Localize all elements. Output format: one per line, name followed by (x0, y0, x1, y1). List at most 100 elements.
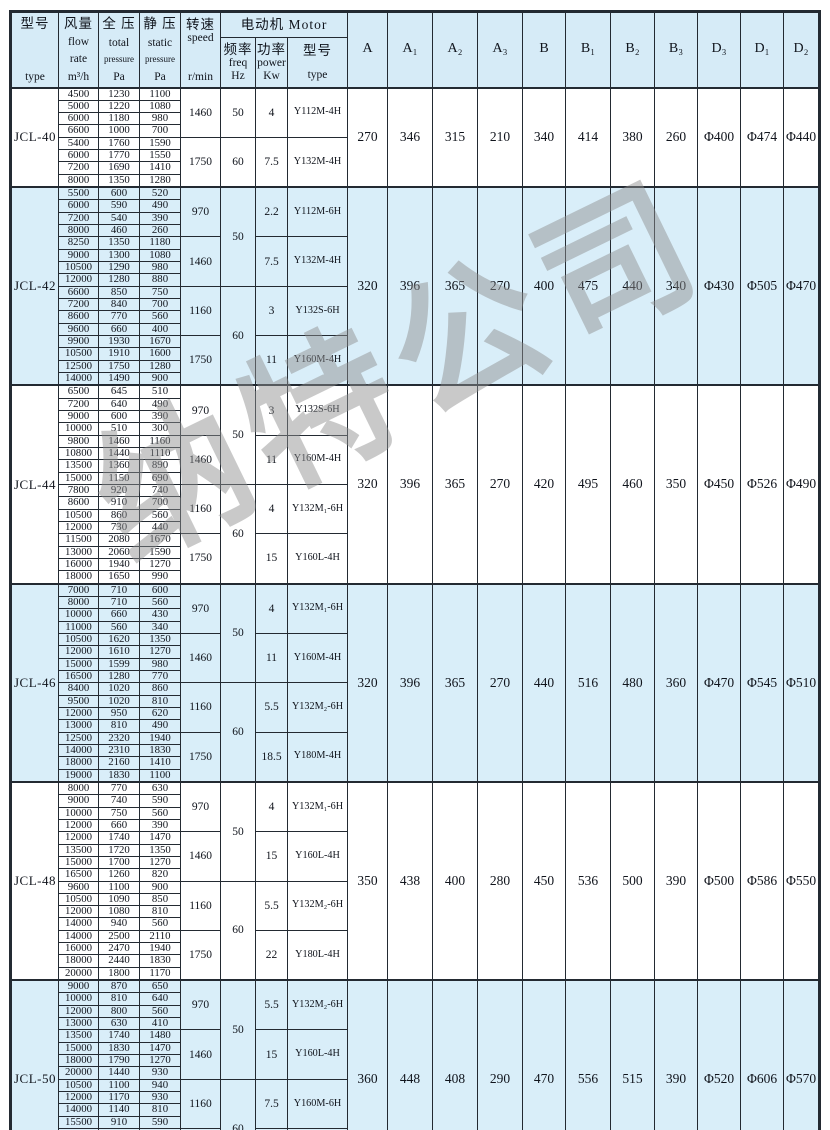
total-pressure-value: 1280 (98, 273, 140, 287)
dim-value: Φ440 (783, 86, 821, 188)
static-pressure-value: 1110 (139, 447, 181, 461)
static-pressure-value: 1480 (139, 1029, 181, 1043)
freq-value: 60 (220, 483, 256, 585)
static-pressure-value: 1410 (139, 756, 181, 770)
spec-row: 18000 2440 1830 (11, 954, 820, 968)
flow-value: 9000 (58, 248, 99, 263)
dim-value: 396 (387, 582, 434, 783)
total-pressure-value: 1620 (98, 632, 140, 647)
total-pressure-value: 1020 (98, 682, 140, 696)
spec-row: JCL-50 9000 870 650 970 50 5.5 Y132M₂-6H 360 448 4… (10, 979, 821, 1130)
static-pressure-value: 1550 (139, 149, 181, 163)
total-pressure-value: 1080 (98, 905, 140, 919)
speed-value: 970 (180, 384, 221, 436)
dim-value: 396 (387, 384, 434, 585)
total-pressure-value: 1930 (98, 335, 140, 349)
spec-row: 8600 770 560 (11, 310, 820, 324)
speed-value: 1160 (180, 880, 221, 931)
dim-value: Φ526 (740, 384, 785, 585)
static-pressure-value: 700 (139, 298, 181, 312)
col-header-motor-type: 型号 type (286, 37, 349, 88)
total-pressure-value: 2470 (98, 942, 140, 956)
total-pressure-value: 1770 (98, 149, 140, 163)
total-pressure-value: 1100 (98, 1078, 140, 1093)
spec-row: 13500 1740 1480 1460 15 Y160L-4H (11, 1029, 820, 1080)
flow-value: 8600 (58, 496, 99, 510)
spec-row: 18000 1650 990 (11, 570, 820, 585)
model-label: JCL-44 (10, 384, 59, 585)
power-value: 4 (255, 582, 288, 634)
power-value: 15 (255, 1029, 288, 1080)
dim-value: 400 (522, 186, 567, 386)
static-pressure-value: 1100 (139, 86, 181, 101)
flow-value: 15000 (58, 1041, 99, 1056)
freq-value: 50 (220, 979, 256, 1080)
total-pressure-value: 1350 (98, 173, 140, 188)
spec-row: 8400 1020 860 1160 60 5.5 Y132M₂-6H (11, 682, 820, 783)
static-pressure-unit: Pa (154, 70, 166, 83)
flow-value: 10500 (58, 508, 99, 522)
static-pressure-value: 1470 (139, 831, 181, 845)
static-pressure-value: 620 (139, 706, 181, 721)
motor-type-value: Y132M₁-6H (286, 483, 349, 535)
speed-value: 970 (180, 979, 221, 1031)
power-value: 15 (255, 831, 288, 882)
speed-value: 1750 (180, 136, 221, 188)
flow-value: 7200 (58, 298, 99, 312)
dim-value: Φ474 (740, 86, 785, 188)
flow-value: 14000 (58, 1103, 99, 1117)
total-pressure-value: 800 (98, 1004, 140, 1019)
speed-value: 1160 (180, 285, 221, 337)
static-pressure-value: 1470 (139, 1041, 181, 1056)
total-pressure-value: 1090 (98, 892, 140, 907)
col-header-A3: A₃ (477, 11, 524, 88)
spec-row: 12500 2320 1940 1750 18.5 Y180M-4H (11, 731, 820, 783)
dim-value: 440 (522, 582, 567, 783)
motor-type-value: Y160L-4H (286, 533, 349, 585)
flow-value: 6600 (58, 285, 99, 300)
total-pressure-value: 2500 (98, 929, 140, 944)
total-pressure-value: 810 (98, 992, 140, 1006)
flow-value: 20000 (58, 966, 99, 981)
header-row-motor-sub: 频率 freq Hz 功率 power Kw (11, 37, 820, 88)
static-pressure-value: 490 (139, 719, 181, 733)
spec-row: 10000 660 430 (11, 608, 820, 622)
total-pressure-value: 1220 (98, 99, 140, 114)
total-pressure-value: 660 (98, 818, 140, 833)
spec-row: 9900 1930 1670 1750 11 Y160M-4H (11, 335, 820, 386)
static-pressure-value: 390 (139, 818, 181, 833)
total-pressure-value: 1440 (98, 1066, 140, 1080)
spec-row: 10000 510 300 (11, 422, 820, 436)
static-pressure-value: 1590 (139, 136, 181, 151)
motor-type-value: Y132M₁-6H (286, 780, 349, 833)
static-pressure-value: 560 (139, 917, 181, 931)
spec-row: 11500 2080 1670 1750 15 Y160L-4H (11, 533, 820, 585)
col-header-static-pressure: 静 压 static pressure Pa (139, 11, 181, 88)
dim-value: 360 (347, 979, 389, 1130)
col-header-model-zh: 型号 (20, 15, 50, 31)
dim-value: Φ400 (697, 86, 742, 188)
speed-value: 1160 (180, 682, 221, 733)
total-pressure-value: 1650 (98, 570, 140, 585)
static-pressure-value: 1270 (139, 645, 181, 659)
spec-row: 12000 1080 810 (11, 905, 820, 919)
static-pressure-value: 1270 (139, 855, 181, 870)
flow-value: 14000 (58, 929, 99, 944)
total-pressure-value: 540 (98, 211, 140, 226)
total-pressure-value: 730 (98, 520, 140, 535)
spec-row: 12000 950 620 (11, 706, 820, 721)
total-pressure-value: 910 (98, 496, 140, 510)
col-header-total-pressure: 全 压 total pressure Pa (98, 11, 140, 88)
total-pressure-value: 510 (98, 422, 140, 436)
total-pressure-value: 1020 (98, 694, 140, 708)
flow-value: 7200 (58, 211, 99, 226)
flow-value: 13000 (58, 1017, 99, 1031)
spec-row: 6000 1770 1550 (11, 149, 820, 163)
power-value: 2.2 (255, 186, 288, 238)
total-pressure-value: 2440 (98, 954, 140, 968)
model-label: JCL-50 (10, 979, 59, 1130)
flow-value: 20000 (58, 1066, 99, 1080)
static-pressure-value: 990 (139, 570, 181, 585)
power-value: 15 (255, 533, 288, 585)
